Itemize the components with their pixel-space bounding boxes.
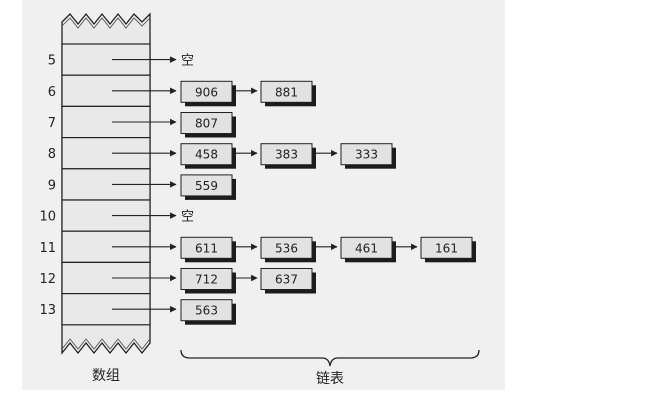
list-node: 563 [180, 299, 236, 325]
list-node-box [180, 174, 233, 197]
array-index-label: 11 [39, 241, 56, 256]
list-node-box [260, 80, 313, 103]
array-rows: 5 6 7 8 9 10 11 12 13 [39, 43, 151, 326]
list-node-value: 712 [195, 273, 218, 287]
list-node-value: 461 [355, 241, 378, 255]
array-column-edge-top [61, 17, 151, 29]
list-node: 461 [340, 236, 396, 263]
empty-slot-label: 空 [181, 210, 194, 225]
list-node: 881 [260, 80, 316, 107]
list-node-value: 383 [275, 148, 298, 162]
array-index-label: 9 [48, 178, 56, 193]
array-index-label: 5 [48, 54, 56, 69]
list-node-box [180, 236, 233, 259]
array-index-label: 8 [48, 147, 56, 162]
list-node-value: 559 [195, 179, 218, 193]
list-node: 807 [180, 112, 236, 138]
list-node: 333 [340, 143, 396, 169]
array-column-edge-bottom [61, 338, 151, 350]
linked-lists: 空 906 881 807 458 383 333 559 空 611 536 461 161 712 63… [112, 54, 476, 325]
list-node-value: 458 [195, 148, 218, 162]
list-node-value: 161 [435, 241, 458, 255]
list-node-box [260, 236, 313, 259]
list-node-box [180, 299, 233, 322]
list-node: 161 [420, 236, 476, 263]
list-node-box [340, 236, 393, 259]
list-node-box [420, 236, 473, 259]
list-node-box [180, 143, 233, 166]
array-index-label: 10 [39, 210, 56, 225]
list-node-box [180, 80, 233, 103]
list-node: 536 [260, 236, 316, 263]
list-node: 712 [180, 268, 236, 294]
list-node: 383 [260, 143, 316, 169]
list-node-box [180, 112, 233, 134]
list-node-box [180, 268, 233, 290]
list-node-box [260, 143, 313, 166]
list-node: 458 [180, 143, 236, 169]
list-node-value: 333 [355, 148, 378, 162]
list-node-value: 563 [195, 304, 218, 318]
list-node-value: 637 [275, 273, 298, 287]
linked-list-label: 链表 [316, 371, 344, 387]
array-index-label: 13 [39, 303, 56, 318]
array-label: 数组 [92, 368, 120, 384]
list-node-box [260, 268, 313, 290]
array-index-label: 12 [39, 272, 56, 287]
list-node-value: 906 [195, 85, 218, 99]
list-node-value: 611 [195, 241, 218, 255]
list-node: 637 [260, 268, 316, 294]
linked-list-brace [180, 349, 480, 367]
empty-slot-label: 空 [181, 54, 194, 69]
list-node-value: 807 [195, 117, 218, 131]
list-node-value: 881 [275, 85, 298, 99]
list-node: 906 [180, 80, 236, 107]
array-index-label: 7 [48, 116, 56, 131]
list-node-box [340, 143, 393, 166]
list-node-value: 536 [275, 241, 298, 255]
array-index-label: 6 [48, 85, 56, 100]
list-node: 611 [180, 236, 236, 263]
list-node: 559 [180, 174, 236, 200]
